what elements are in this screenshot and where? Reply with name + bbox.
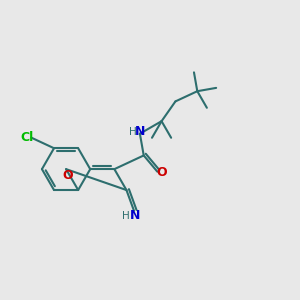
Text: O: O <box>156 166 167 179</box>
Text: N: N <box>135 125 146 138</box>
Text: O: O <box>62 169 73 182</box>
Text: H: H <box>122 211 130 220</box>
Text: Cl: Cl <box>21 130 34 144</box>
Text: H: H <box>129 127 136 137</box>
Text: N: N <box>130 209 141 222</box>
